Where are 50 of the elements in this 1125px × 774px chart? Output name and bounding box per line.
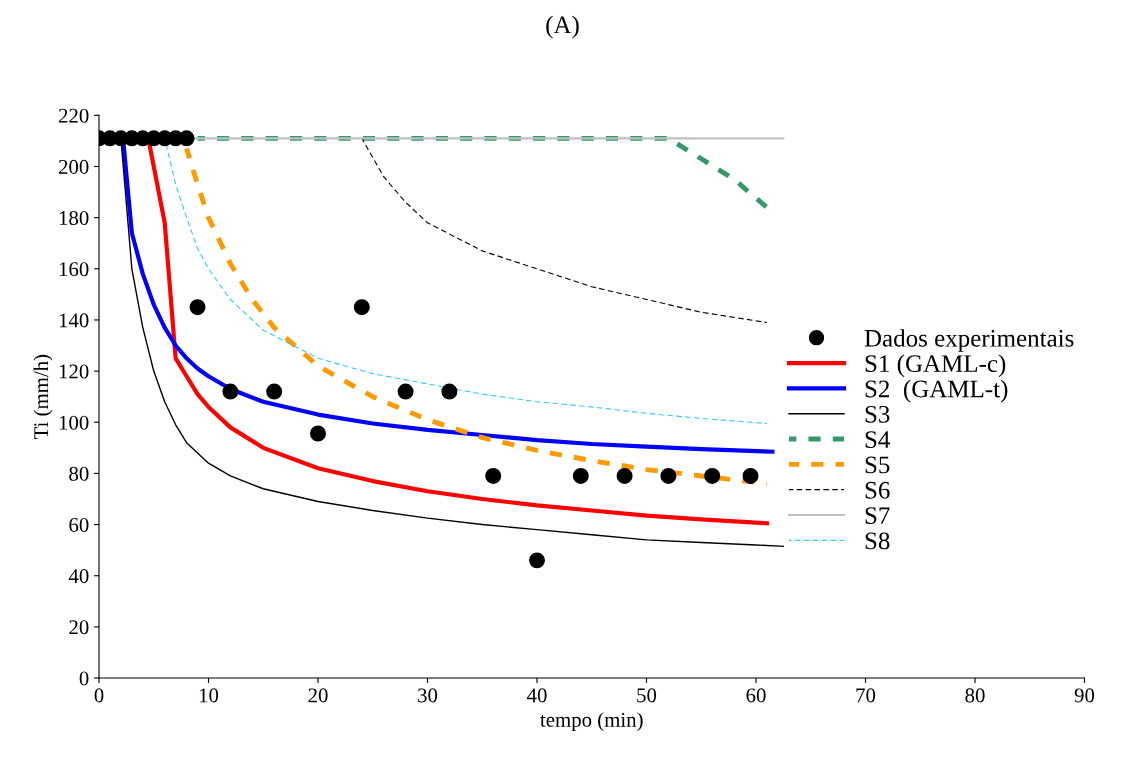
x-tick-label: 70 (856, 688, 876, 703)
point (660, 467, 677, 484)
point (189, 299, 206, 316)
y-axis-title: Ti (mm/h) (33, 354, 53, 440)
point (266, 383, 283, 400)
point (441, 383, 458, 400)
point (353, 299, 370, 316)
y-tick-label: 100 (59, 415, 89, 430)
y-tick-label: 60 (69, 517, 89, 532)
point (704, 467, 721, 484)
legend-label: S3 (865, 405, 890, 423)
line-series (361, 137, 768, 324)
y-tick-label: 20 (69, 620, 89, 635)
line-series (195, 135, 770, 210)
legend-label: S2 (GAML-t) (865, 379, 1008, 403)
point (222, 383, 239, 400)
point (616, 467, 633, 484)
x-tick-label: 20 (308, 688, 328, 703)
y-tick-label: 120 (59, 364, 89, 379)
x-tick-label: 50 (637, 688, 657, 703)
legend-label: S5 (865, 456, 890, 474)
legend-label: Dados experimentais (864, 329, 1074, 352)
x-tick-label: 60 (746, 688, 766, 703)
y-tick-label: 200 (58, 159, 89, 174)
legend-label: S6 (865, 481, 890, 499)
y-tick-label: 80 (69, 466, 89, 481)
x-tick-label: 40 (526, 688, 547, 703)
y-tick-label: 0 (79, 671, 89, 686)
chart-title: (A) (546, 15, 579, 39)
y-tick-label: 220 (58, 108, 89, 123)
point (310, 425, 326, 442)
x-tick-label: 30 (418, 688, 438, 703)
y-tick-label: 160 (59, 262, 89, 277)
y-tick-label: 180 (59, 211, 89, 226)
legend-label: S4 (865, 431, 891, 449)
point (485, 467, 502, 484)
legend-label: S7 (865, 507, 890, 524)
y-tick-label: 140 (59, 313, 89, 328)
point (529, 552, 545, 569)
point (397, 383, 414, 400)
x-tick-label: 0 (94, 688, 104, 703)
x-tick-label: 90 (1074, 688, 1095, 703)
legend-label: S8 (865, 532, 890, 550)
x-axis-title: tempo (min) (540, 712, 643, 732)
x-tick-label: 10 (199, 688, 219, 703)
point (742, 467, 759, 484)
y-tick-label: 40 (68, 569, 89, 584)
legend-label: S1 (GAML-c) (865, 354, 1006, 378)
x-tick-label: 80 (965, 688, 985, 703)
point (572, 467, 589, 484)
